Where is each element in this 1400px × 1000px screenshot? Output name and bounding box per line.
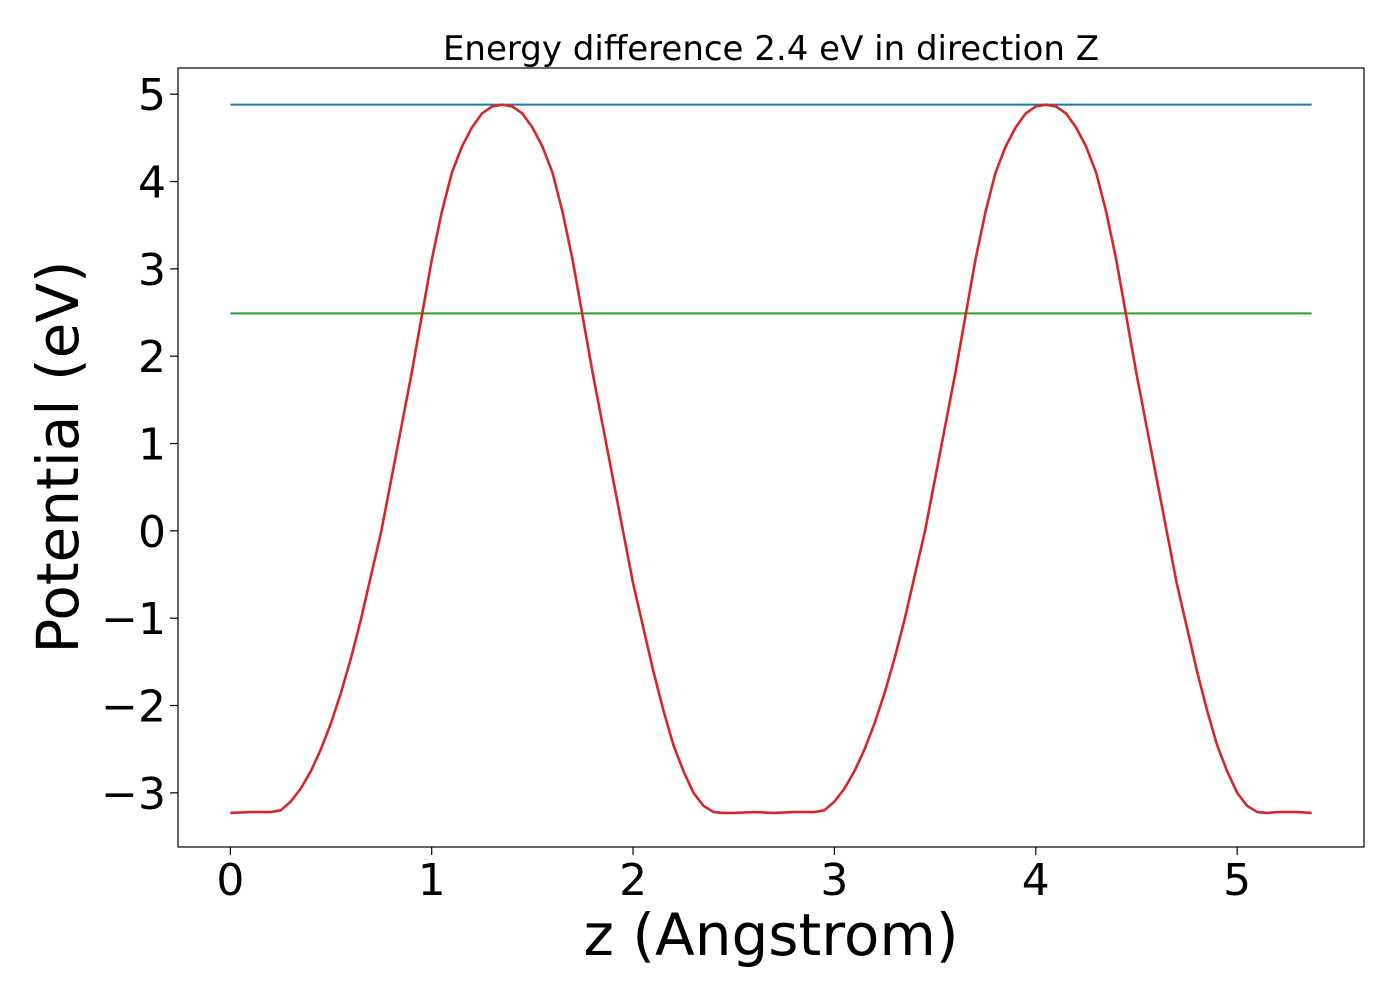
- y-tick-label: −3: [101, 769, 166, 820]
- x-tick-label: 4: [1022, 855, 1050, 906]
- x-tick-label: 0: [216, 855, 244, 906]
- x-tick-label: 3: [820, 855, 848, 906]
- plot-frame: [177, 67, 1365, 848]
- y-tick-label: 4: [138, 158, 166, 209]
- x-tick-label: 5: [1223, 855, 1251, 906]
- y-tick-label: 1: [138, 420, 166, 471]
- y-tick-label: 0: [138, 507, 166, 558]
- y-tick-label: 3: [138, 245, 166, 296]
- y-axis-label: Potential (eV): [24, 260, 92, 653]
- series-line-0: [230, 103, 1312, 815]
- y-tick-label: −1: [101, 594, 166, 645]
- axis-ticks: 0 1 2 3 4 5 −3 −2 −1 0 1 2 3 4 5: [101, 70, 1251, 906]
- x-tick-label: 1: [418, 855, 446, 906]
- plot-area: [230, 103, 1312, 815]
- y-tick-label: 2: [138, 332, 166, 383]
- y-tick-label: −2: [101, 682, 166, 733]
- x-tick-label: 2: [619, 855, 647, 906]
- chart-title: Energy difference 2.4 eV in direction Z: [443, 29, 1099, 69]
- y-tick-label: 5: [138, 70, 166, 121]
- x-axis-label: z (Angstrom): [584, 901, 959, 969]
